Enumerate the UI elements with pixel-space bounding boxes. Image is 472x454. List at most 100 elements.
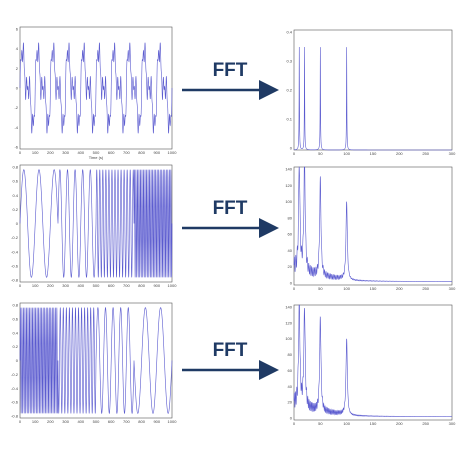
y-tick-label: 0.2 [12,207,18,212]
x-tick-label: 400 [77,283,84,288]
x-tick-label: 50 [318,151,323,156]
x-tick-label: 800 [138,283,145,288]
y-tick-label: 80 [288,215,293,220]
y-tick-label: 6 [16,27,19,32]
x-tick-label: 500 [93,150,100,155]
x-tick-label: 200 [47,283,54,288]
x-tick-label: 100 [343,151,350,156]
y-tick-label: 0.3 [286,59,292,64]
x-tick-label: 800 [138,150,145,155]
y-tick-label: -2 [14,105,18,110]
x-tick-label: 0 [19,283,22,288]
y-tick-label: 0.8 [12,303,18,308]
y-tick-label: -0.2 [11,235,19,240]
x-tick-label: 200 [396,421,403,426]
y-tick-label: 20 [288,400,293,405]
y-tick-label: 100 [285,336,292,341]
x-tick-label: 0 [293,151,296,156]
y-tick-label: 140 [285,305,292,310]
y-tick-label: 0.8 [12,165,18,170]
y-tick-label: 0 [290,416,293,421]
y-tick-label: 40 [288,384,293,389]
x-tick-label: 300 [62,283,69,288]
plot-frame [293,304,453,421]
waveform [293,166,453,282]
y-tick-label: 0 [290,281,293,286]
x-tick-label: 300 [449,286,456,291]
x-tick-label: 0 [19,150,22,155]
y-tick-label: 80 [288,352,293,357]
y-tick-label: -0.6 [11,263,19,268]
y-tick-label: 4 [16,46,19,51]
y-tick-label: -6 [14,145,18,150]
y-tick-label: 20 [288,264,293,269]
x-tick-label: 0 [19,419,22,424]
x-tick-label: 100 [343,286,350,291]
fft-label: FFT [213,198,248,219]
y-tick-label: 100 [285,199,292,204]
y-tick-label: 0.6 [12,316,18,321]
y-tick-label: 0.4 [286,30,292,35]
x-tick-label: 250 [422,151,429,156]
x-tick-label: 150 [370,151,377,156]
y-tick-label: 120 [285,320,292,325]
x-tick-label: 900 [153,150,160,155]
fft-label: FFT [213,60,248,81]
x-tick-label: 600 [108,150,115,155]
x-tick-label: 900 [153,283,160,288]
waveform [293,304,453,417]
x-tick-label: 700 [123,150,130,155]
plot-frame [293,29,453,151]
x-tick-label: 150 [370,286,377,291]
x-tick-label: 600 [108,419,115,424]
y-tick-label: 0.4 [12,193,18,198]
x-tick-label: 100 [32,419,39,424]
y-tick-label: 2 [16,66,19,71]
x-tick-label: 1000 [168,283,178,288]
x-tick-label: 800 [138,419,145,424]
x-tick-label: 200 [47,419,54,424]
x-tick-label: 150 [370,421,377,426]
y-tick-label: -0.2 [11,372,19,377]
x-tick-label: 1000 [168,419,178,424]
x-tick-label: 400 [77,150,84,155]
y-tick-label: -0.8 [11,414,19,419]
y-tick-label: 140 [285,167,292,172]
x-tick-label: 700 [123,283,130,288]
y-tick-label: 0 [16,221,19,226]
x-tick-label: 400 [77,419,84,424]
x-tick-label: 900 [153,419,160,424]
waveform [19,169,173,278]
y-tick-label: 60 [288,232,293,237]
x-tick-label: 250 [422,421,429,426]
x-tick-label: 200 [396,286,403,291]
waveform [19,307,173,414]
x-tick-label: 300 [62,150,69,155]
x-tick-label: 200 [396,151,403,156]
y-tick-label: 0.1 [286,117,292,122]
y-tick-label: -0.6 [11,400,19,405]
x-axis-label: Time (s) [89,155,104,160]
x-tick-label: 600 [108,283,115,288]
waveform [19,42,173,134]
y-tick-label: 120 [285,183,292,188]
x-tick-label: 700 [123,419,130,424]
x-tick-label: 200 [47,150,54,155]
x-tick-label: 500 [93,283,100,288]
y-tick-label: 0.2 [12,344,18,349]
x-tick-label: 1000 [168,150,178,155]
x-tick-label: 100 [32,283,39,288]
y-tick-label: -0.8 [11,278,19,283]
x-tick-label: 300 [62,419,69,424]
y-tick-label: 0.4 [12,330,18,335]
x-tick-label: 0 [293,421,296,426]
x-tick-label: 500 [93,419,100,424]
x-tick-label: 250 [422,286,429,291]
y-tick-label: 0 [290,146,293,151]
y-tick-label: 60 [288,368,293,373]
x-tick-label: 50 [318,286,323,291]
fft-label: FFT [213,340,248,361]
x-tick-label: 300 [449,421,456,426]
x-tick-label: 100 [32,150,39,155]
